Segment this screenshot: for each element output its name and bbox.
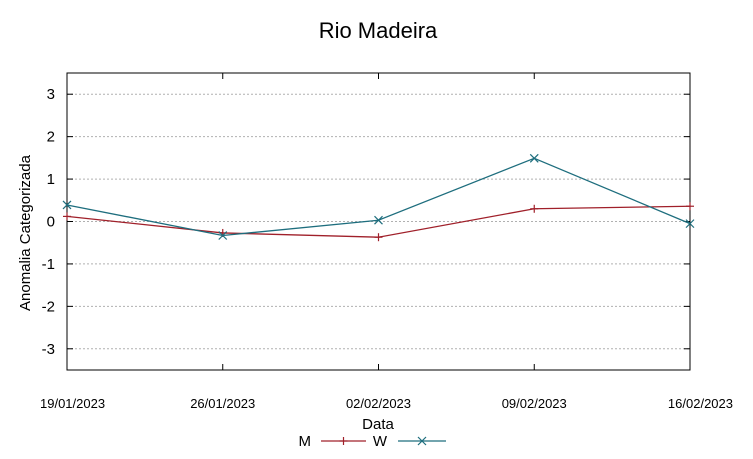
data-point [686, 202, 694, 211]
y-tick-label: 0 [47, 214, 55, 231]
point-marker [685, 219, 695, 229]
y-tick-label: -3 [42, 341, 55, 358]
y-axis-label: Anomalia Categorizada [17, 154, 34, 311]
data-point [218, 231, 228, 240]
series-layer [62, 153, 695, 242]
legend-item-W: W [373, 433, 446, 450]
data-point [63, 212, 71, 221]
legend-label: M [299, 433, 312, 450]
x-tick-label: 02/02/2023 [346, 396, 411, 411]
series-W [62, 153, 695, 240]
y-tick-label: 1 [47, 171, 55, 188]
point-marker [374, 215, 383, 225]
data-point [530, 204, 539, 213]
point-marker [529, 153, 539, 163]
series-line [66, 157, 691, 237]
point-marker [417, 436, 427, 446]
data-point [374, 233, 383, 242]
x-axis-label: Data [362, 416, 394, 433]
data-point [529, 153, 539, 163]
legend-item-M: M [299, 433, 366, 450]
y-tick-label: 3 [47, 86, 55, 103]
x-axis-ticks: 19/01/2023 26/01/2023 02/02/2023 09/02/2023… [40, 73, 733, 411]
x-tick-label: 09/02/2023 [502, 396, 567, 411]
grid-lines [67, 93, 690, 350]
x-tick-label: 16/02/2023 [668, 396, 733, 411]
y-axis-ticks: 3 2 1 0 -1 -2 -3 [42, 86, 690, 358]
y-tick-label: -1 [42, 256, 55, 273]
y-tick-label: 2 [47, 129, 55, 146]
y-tick-label: -2 [42, 298, 55, 315]
data-point [685, 219, 695, 229]
data-point [374, 215, 383, 225]
x-tick-label: 26/01/2023 [190, 396, 255, 411]
data-point [62, 200, 72, 210]
point-marker [218, 231, 228, 240]
point-marker [62, 200, 72, 210]
legend-label: W [373, 433, 388, 450]
x-tick-label: 19/01/2023 [40, 396, 105, 411]
chart-title: Rio Madeira [319, 18, 438, 43]
